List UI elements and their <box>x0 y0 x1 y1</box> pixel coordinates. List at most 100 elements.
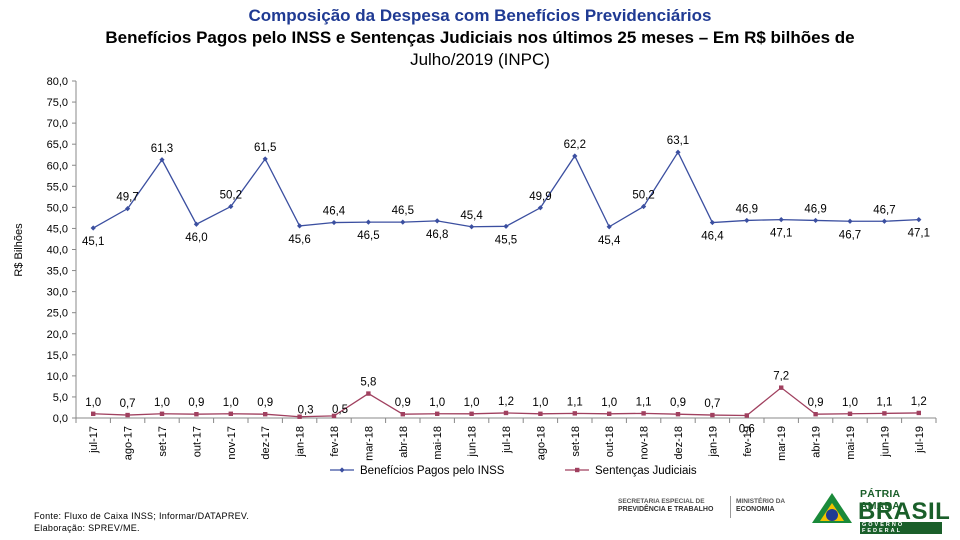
footer-source: Fonte: Fluxo de Caixa INSS; Informar/DAT… <box>34 510 249 534</box>
data-point <box>709 219 715 226</box>
x-tick-label: out-18 <box>604 426 616 457</box>
data-label: 1,2 <box>911 396 927 408</box>
data-label: 1,0 <box>154 397 170 409</box>
data-point <box>881 218 887 224</box>
data-point <box>331 413 337 419</box>
data-point <box>916 216 922 223</box>
series-line-1 <box>92 150 919 229</box>
secretaria-logo: SECRETARIA ESPECIAL DE PREVIDÊNCIA E TRA… <box>618 498 713 514</box>
data-point <box>365 219 371 225</box>
data-point <box>572 411 577 416</box>
data-label: 0,9 <box>188 397 204 409</box>
y-tick-label: 25,0 <box>47 308 68 320</box>
data-label: 0,9 <box>670 397 686 409</box>
data-label: 47,1 <box>770 228 792 240</box>
x-tick-labels: jul-17 ago-17 set-17 out-17 nov-17 dez-17 jan-… <box>88 426 926 461</box>
data-point <box>434 218 440 224</box>
x-tick-label: set-17 <box>157 426 169 457</box>
x-tick-label: jan-19 <box>707 426 719 458</box>
data-label: 1,2 <box>498 396 514 408</box>
data-point <box>778 216 784 223</box>
data-label: 46,0 <box>185 232 207 244</box>
data-point <box>537 205 543 211</box>
chart-title: Composição da Despesa com Benefícios Pre… <box>248 6 712 25</box>
chart-series <box>90 149 922 419</box>
data-label: 61,3 <box>151 143 173 155</box>
data-label: 0,9 <box>808 397 824 409</box>
data-label: 49,9 <box>529 191 551 203</box>
data-label: 0,7 <box>704 398 720 410</box>
x-tick-label: ago-18 <box>535 426 547 460</box>
x-tick-label: mai-18 <box>432 426 444 460</box>
x-tick-label: abr-18 <box>398 426 410 458</box>
y-tick-label: 65,0 <box>47 139 68 151</box>
y-tick-label: 70,0 <box>47 118 68 130</box>
ministerio-logo: MINISTÉRIO DA ECONOMIA <box>736 498 785 514</box>
ministerio-line1: MINISTÉRIO DA <box>736 498 786 505</box>
data-point <box>366 391 371 396</box>
data-label: 46,9 <box>736 203 758 215</box>
x-tick-label: mar-18 <box>363 426 375 461</box>
data-label: 46,5 <box>392 205 414 217</box>
data-point <box>228 203 234 210</box>
x-tick-label: mai-19 <box>845 426 857 460</box>
data-point <box>503 223 509 229</box>
data-point <box>125 412 130 418</box>
y-tick-label: 55,0 <box>47 181 68 193</box>
data-label: 1,1 <box>636 396 652 408</box>
data-label: 46,4 <box>323 206 346 218</box>
data-label: 0,3 <box>298 405 314 417</box>
data-point <box>228 411 233 416</box>
data-point <box>262 156 268 162</box>
x-tick-label: jul-19 <box>914 426 926 454</box>
x-tick-label: jul-17 <box>88 426 100 454</box>
data-point <box>572 153 578 159</box>
x-tick-label: jul-18 <box>501 426 513 454</box>
x-tick-label: ago-17 <box>123 426 135 460</box>
chart-axes <box>72 80 937 423</box>
data-label: 1,0 <box>532 397 548 409</box>
data-label: 46,9 <box>804 203 826 215</box>
data-point <box>847 411 853 416</box>
y-tick-label: 15,0 <box>47 350 68 362</box>
data-point <box>813 217 819 224</box>
x-tick-label: jan-18 <box>295 426 307 458</box>
chart-subtitle-continuation: Julho/2019 (INPC) <box>410 50 550 69</box>
y-tick-label: 45,0 <box>47 223 68 235</box>
x-tick-label: set-18 <box>570 426 582 457</box>
data-point <box>125 206 131 212</box>
data-point <box>90 225 96 231</box>
x-tick-label: out-17 <box>191 426 203 457</box>
data-point <box>779 385 784 390</box>
data-label: 0,9 <box>257 397 273 409</box>
data-label: 1,0 <box>223 397 239 409</box>
data-point <box>159 157 165 163</box>
data-label: 46,7 <box>873 204 895 216</box>
data-point <box>916 410 921 416</box>
data-label: 46,7 <box>839 229 861 241</box>
data-point <box>435 411 440 416</box>
chart-legend: Benefícios Pagos pelo INSS Sentenças Judi… <box>330 465 697 477</box>
data-label: 46,5 <box>357 230 379 242</box>
data-point <box>710 412 715 418</box>
data-point <box>675 412 681 417</box>
legend-marker <box>339 467 345 473</box>
y-tick-label: 10,0 <box>47 371 68 383</box>
y-tick-label: 20,0 <box>47 329 68 341</box>
data-point <box>607 411 612 416</box>
data-label: 1,0 <box>85 397 101 409</box>
data-label: 1,1 <box>567 396 583 408</box>
data-label: 7,2 <box>773 371 789 383</box>
source-note: Fonte: Fluxo de Caixa INSS; Informar/DAT… <box>34 511 250 521</box>
y-axis-label: R$ Bilhões <box>13 223 25 277</box>
secretaria-line1: SECRETARIA ESPECIAL DE <box>618 498 705 505</box>
data-point <box>400 412 405 417</box>
data-point <box>847 218 853 224</box>
data-label: 61,5 <box>254 142 276 154</box>
data-label: 46,4 <box>701 231 724 243</box>
brasil-logo-sub: GOVERNO FEDERAL <box>860 522 942 534</box>
x-tick-label: dez-17 <box>260 426 272 460</box>
data-point <box>297 414 302 419</box>
y-tick-label: 50,0 <box>47 202 68 214</box>
data-point <box>641 203 647 210</box>
